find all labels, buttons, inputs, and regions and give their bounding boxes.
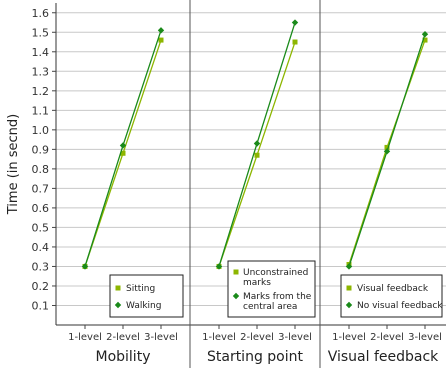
grid-lines bbox=[56, 12, 446, 306]
x-tick-label: 1-level bbox=[68, 332, 102, 343]
legend: Sitting Walking bbox=[109, 274, 184, 318]
y-tick-label: 0.4 bbox=[32, 241, 50, 254]
legend-box bbox=[227, 260, 316, 318]
legend-marker bbox=[346, 285, 352, 291]
y-tick-label: 0.6 bbox=[32, 202, 50, 215]
data-point bbox=[345, 263, 353, 270]
data-point bbox=[254, 152, 260, 158]
legend-box bbox=[340, 274, 443, 318]
x-tick-label: 1-level bbox=[332, 332, 366, 343]
legend-label: Visual feedback bbox=[357, 284, 429, 294]
legend-marker bbox=[232, 292, 240, 300]
x-tick-label: 3-level bbox=[144, 332, 178, 343]
legend-label: Unconstrained marks bbox=[243, 268, 308, 288]
panel-title: Starting point bbox=[207, 349, 304, 365]
legend-label: Sitting bbox=[126, 284, 155, 294]
y-tick-label: 1.5 bbox=[32, 26, 50, 39]
legend: Visual feedback No visual feedback bbox=[340, 274, 443, 318]
x-tick-label: 2-level bbox=[370, 332, 404, 343]
data-point bbox=[158, 37, 164, 43]
panel-1: 1-level 2-level 3-level Mobility Sitting Walk… bbox=[68, 27, 184, 365]
legend-label: Marks from the central area bbox=[243, 292, 312, 312]
y-tick-label: 0.8 bbox=[32, 163, 50, 176]
data-point bbox=[215, 263, 223, 270]
legend-marker bbox=[345, 301, 353, 309]
data-point bbox=[421, 31, 429, 38]
legend-marker bbox=[233, 269, 239, 275]
data-point bbox=[253, 140, 261, 147]
x-tick-label: 3-level bbox=[408, 332, 442, 343]
y-tick-label: 0.7 bbox=[32, 182, 50, 195]
x-tick-label: 3-level bbox=[278, 332, 312, 343]
y-axis-label: Time (in secnd) bbox=[6, 114, 21, 215]
data-point bbox=[291, 19, 299, 26]
legend-marker bbox=[115, 285, 121, 291]
y-tick-label: 1.0 bbox=[32, 124, 50, 137]
panel-title: Visual feedback bbox=[328, 349, 439, 365]
data-point bbox=[383, 148, 391, 155]
data-point bbox=[119, 142, 127, 149]
legend: Unconstrained marks Marks from the central … bbox=[227, 260, 316, 318]
panel-frames bbox=[55, 0, 446, 368]
data-point bbox=[384, 144, 390, 150]
data-point bbox=[120, 150, 126, 156]
data-point bbox=[81, 263, 89, 270]
data-point bbox=[292, 39, 298, 45]
chart-panels: 1-level 2-level 3-level Mobility Sitting Walk… bbox=[68, 19, 443, 365]
y-tick-label: 0.5 bbox=[32, 221, 50, 234]
x-tick-label: 2-level bbox=[106, 332, 140, 343]
y-tick-label: 1.1 bbox=[32, 104, 50, 117]
y-tick-label: 0.3 bbox=[32, 260, 50, 273]
panel-2: 1-level 2-level 3-level Starting point Uncon… bbox=[202, 19, 316, 365]
y-tick-label: 1.3 bbox=[32, 65, 50, 78]
y-tick-label: 0.2 bbox=[32, 280, 50, 293]
legend-label: Walking bbox=[126, 301, 161, 311]
y-tick-label: 1.4 bbox=[32, 46, 50, 59]
y-tick-label: 1.6 bbox=[32, 7, 50, 20]
y-tick-label: 1.2 bbox=[32, 85, 50, 98]
data-point bbox=[157, 27, 165, 34]
y-tick-label: 0.1 bbox=[32, 299, 50, 312]
legend-box bbox=[109, 274, 184, 318]
y-axis: 0.1 0.2 0.3 0.4 0.5 0.6 0.7 0.8 0.9 1.0 1.1 1.2 1.3 1… bbox=[32, 7, 56, 312]
x-tick-label: 1-level bbox=[202, 332, 236, 343]
y-tick-label: 0.9 bbox=[32, 143, 50, 156]
data-point bbox=[422, 37, 428, 43]
legend-label: No visual feedback bbox=[357, 301, 443, 311]
panel-title: Mobility bbox=[96, 349, 151, 365]
legend-marker bbox=[114, 301, 122, 309]
x-tick-label: 2-level bbox=[240, 332, 274, 343]
